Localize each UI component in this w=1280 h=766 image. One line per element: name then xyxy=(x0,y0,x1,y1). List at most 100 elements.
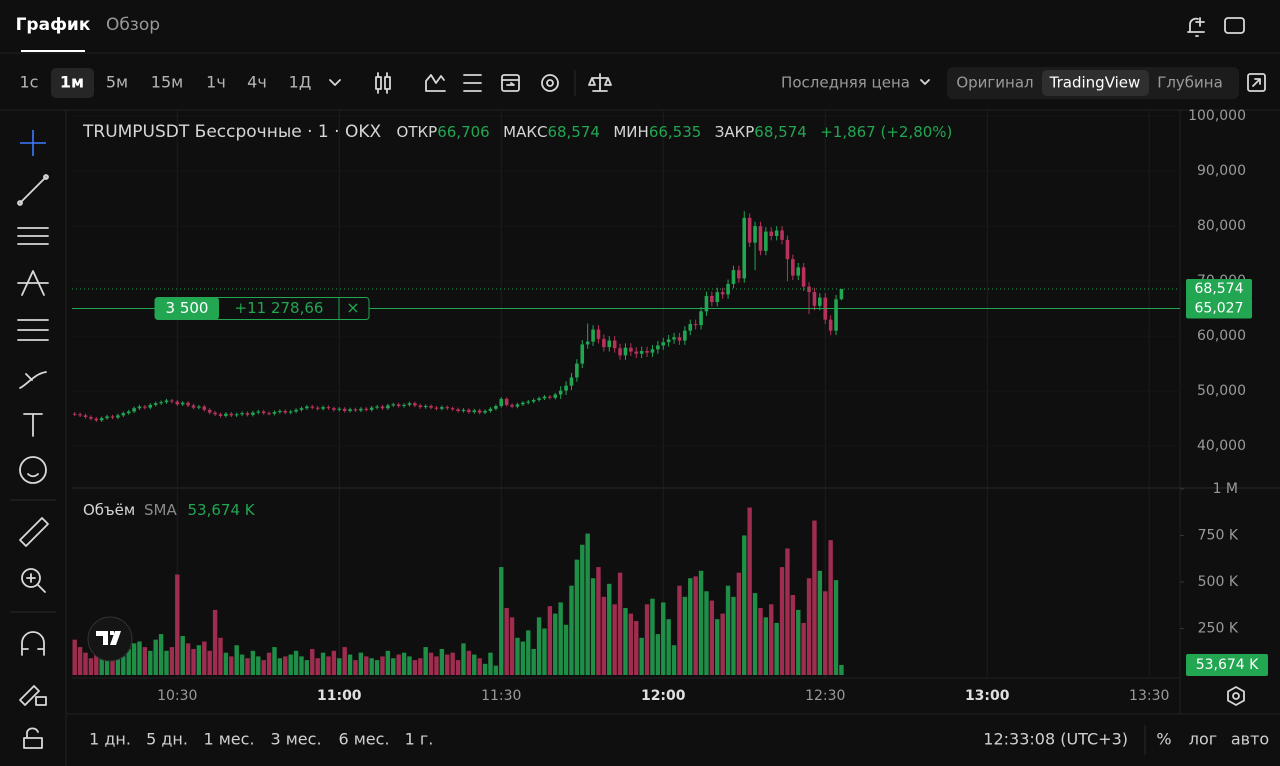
range[interactable]: 3 мес. xyxy=(270,730,321,749)
replay-icon[interactable] xyxy=(501,74,520,92)
candle-body xyxy=(180,402,185,405)
position-pnl: +11 278,66 xyxy=(235,299,324,317)
candle-body xyxy=(375,406,379,408)
scale-option[interactable]: лог xyxy=(1189,730,1217,749)
candle-body xyxy=(483,410,487,413)
candle-body xyxy=(240,413,244,415)
candle-body xyxy=(580,344,585,364)
volume-bar xyxy=(207,650,212,675)
tab-underline xyxy=(21,50,85,52)
interval[interactable]: 1с xyxy=(20,73,39,92)
interval[interactable]: 1м xyxy=(60,73,84,92)
volume-title: Объём xyxy=(83,501,135,519)
volume-bar xyxy=(639,637,644,675)
volume-bar xyxy=(747,507,752,675)
volume-bar xyxy=(396,654,401,675)
layout-icon[interactable] xyxy=(1224,17,1245,34)
view[interactable]: Глубина xyxy=(1157,74,1223,92)
volume-bar xyxy=(434,656,439,675)
volume-legend: Объём SMA 53,674 K xyxy=(83,501,256,519)
volume-bar xyxy=(547,606,553,675)
candle-body xyxy=(456,409,460,411)
chevron[interactable] xyxy=(920,79,930,85)
volume-bar xyxy=(196,645,202,675)
legend-label: МАКС xyxy=(503,123,547,141)
candle-body xyxy=(774,230,779,236)
volume-bar xyxy=(671,645,677,675)
candle-body xyxy=(126,411,131,414)
volume-bars xyxy=(72,507,844,675)
candle-body xyxy=(191,405,196,408)
candle-body xyxy=(504,398,509,405)
x-tick-label: 12:30 xyxy=(805,688,845,704)
price-source[interactable]: Последняя цена xyxy=(781,74,910,92)
y-tick-label: 60,000 xyxy=(1197,328,1246,344)
candle-body xyxy=(656,345,660,350)
last-price-box xyxy=(1186,278,1252,299)
chart-type-icon[interactable] xyxy=(375,72,391,94)
candle-body xyxy=(688,324,693,331)
scale-option[interactable]: % xyxy=(1156,730,1171,749)
candle-body xyxy=(720,292,725,295)
alert-icon[interactable] xyxy=(1187,17,1205,37)
compare-icon[interactable] xyxy=(588,73,612,92)
indicators-icon[interactable] xyxy=(425,74,446,92)
candle-body xyxy=(575,363,579,378)
volume-bar xyxy=(515,637,520,675)
volume-bar xyxy=(293,650,299,675)
interval[interactable]: 1Д xyxy=(289,73,312,92)
y-tick-label: 100,000 xyxy=(1188,108,1246,124)
range[interactable]: 1 г. xyxy=(405,730,434,749)
interval[interactable]: 1ч xyxy=(206,73,226,92)
interval[interactable]: 4ч xyxy=(247,73,267,92)
candle-body xyxy=(683,330,687,341)
candle-body xyxy=(450,408,455,410)
crosshair-tool[interactable] xyxy=(20,130,46,156)
candle-body xyxy=(224,413,228,416)
candle-body xyxy=(413,403,417,406)
y-tick-label: 750 K xyxy=(1198,527,1239,543)
chevron[interactable] xyxy=(329,79,341,86)
volume-bar xyxy=(779,567,785,675)
candle-body xyxy=(310,406,315,408)
range[interactable]: 1 дн. xyxy=(89,730,131,749)
volume-bar xyxy=(185,643,191,675)
volume-bar xyxy=(504,608,509,675)
indicator-name: SMA xyxy=(144,501,177,519)
position-close[interactable]: × xyxy=(346,298,359,317)
range[interactable]: 6 мес. xyxy=(338,730,389,749)
settings-icon[interactable] xyxy=(541,74,559,92)
volume-bar xyxy=(94,654,99,675)
tab[interactable]: График xyxy=(16,15,91,35)
volume-bar xyxy=(83,652,88,675)
legend-label: ОТКР xyxy=(397,123,438,141)
settings-lines-icon[interactable] xyxy=(463,74,482,92)
x-tick-label: 10:30 xyxy=(157,688,197,704)
view[interactable]: TradingView xyxy=(1049,74,1141,92)
volume-bar xyxy=(644,604,650,675)
candle-body xyxy=(548,396,552,398)
volume-bar xyxy=(256,656,261,675)
volume-bar xyxy=(153,639,158,675)
interval[interactable]: 5м xyxy=(106,73,128,92)
candle-body xyxy=(72,413,77,415)
interval[interactable]: 15м xyxy=(151,73,183,92)
volume-bar xyxy=(320,652,326,675)
view[interactable]: Оригинал xyxy=(956,74,1033,92)
axis-settings-icon[interactable] xyxy=(1227,686,1245,706)
fullscreen-icon[interactable] xyxy=(1247,73,1266,92)
candle-body xyxy=(197,406,201,408)
candle-body xyxy=(591,329,595,342)
x-tick-label: 12:00 xyxy=(641,688,686,704)
scale-option[interactable]: авто xyxy=(1231,730,1269,749)
volume-bar xyxy=(353,660,358,675)
range[interactable]: 1 мес. xyxy=(203,730,254,749)
volume-bar xyxy=(607,583,612,675)
volume-bar xyxy=(148,650,153,675)
candle-body xyxy=(186,402,190,406)
range[interactable]: 5 дн. xyxy=(146,730,188,749)
candle-body xyxy=(137,406,142,409)
drawing-tools[interactable] xyxy=(17,174,49,749)
candle-body xyxy=(461,409,466,411)
tab[interactable]: Обзор xyxy=(106,15,160,35)
